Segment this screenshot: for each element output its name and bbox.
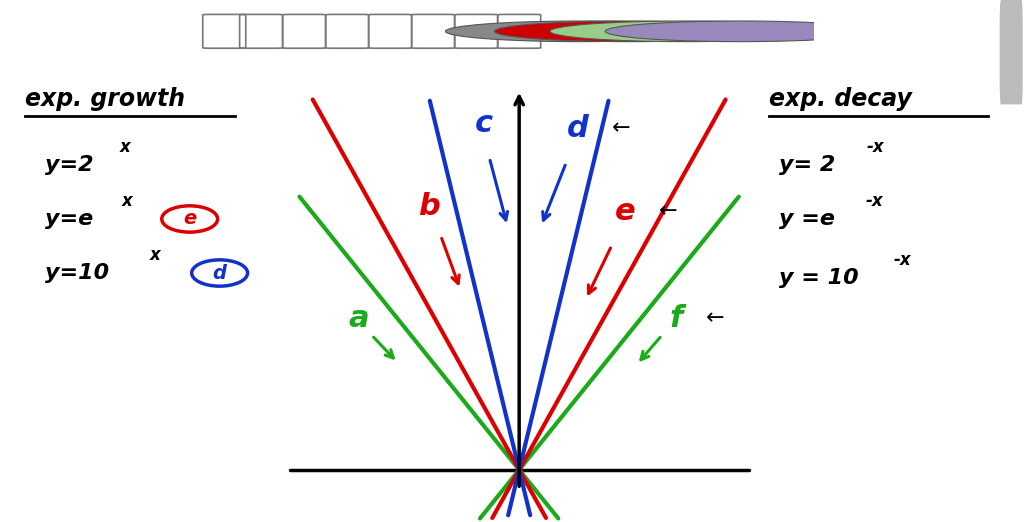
Text: e: e [614,197,635,226]
Text: d: d [567,114,589,143]
Text: a: a [348,304,369,333]
Text: d: d [213,264,226,282]
Text: -x: -x [866,138,885,156]
Text: x: x [122,192,132,210]
Text: y=e: y=e [45,209,93,229]
Text: x: x [150,246,161,264]
Circle shape [605,21,876,42]
Circle shape [550,21,820,42]
Text: y = 10: y = 10 [778,268,858,288]
Circle shape [445,21,716,42]
Text: y =e: y =e [778,209,835,229]
Text: ←: ← [706,309,725,329]
Text: ←: ← [611,118,631,138]
Circle shape [495,21,765,42]
Text: y=2: y=2 [45,155,93,175]
Text: y= 2: y= 2 [778,155,836,175]
Text: -x: -x [865,192,884,210]
Text: c: c [475,109,493,138]
Text: x: x [120,138,130,156]
Text: ←: ← [658,201,678,221]
FancyBboxPatch shape [999,0,1023,104]
Text: exp. growth: exp. growth [25,87,185,111]
Text: y=10: y=10 [45,263,109,283]
Text: f: f [670,304,683,333]
Text: e: e [183,209,197,229]
Text: exp. decay: exp. decay [769,87,911,111]
Text: b: b [418,192,440,221]
Text: -x: -x [894,251,911,269]
